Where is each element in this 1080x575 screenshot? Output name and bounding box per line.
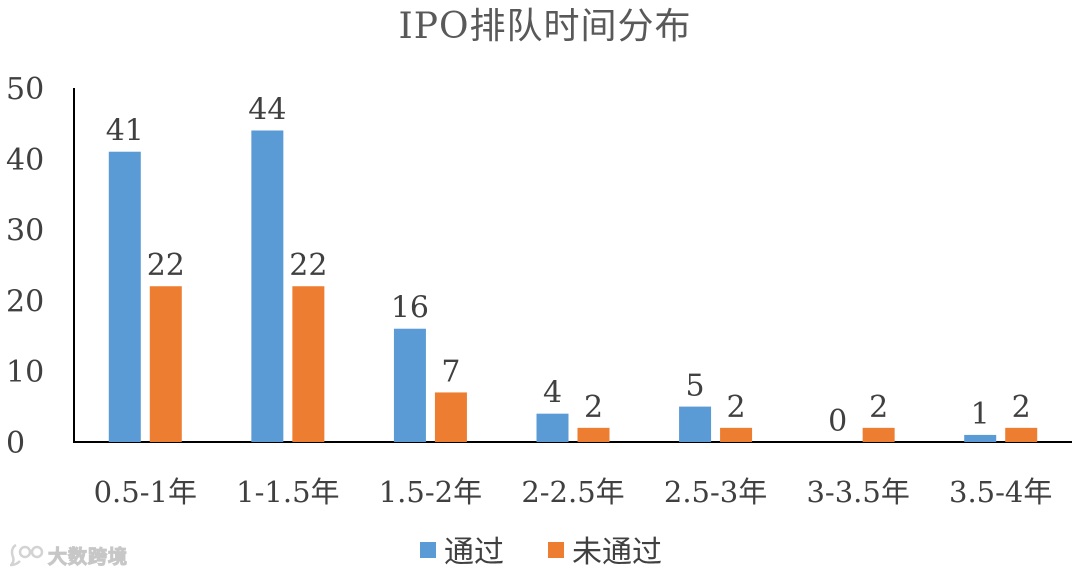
legend-label: 通过 <box>444 535 504 570</box>
bar <box>108 151 141 442</box>
data-label: 16 <box>391 291 429 326</box>
watermark: 大数跨境 <box>10 540 150 570</box>
x-tick-label: 1.5-2年 <box>379 475 482 509</box>
bar <box>536 413 569 442</box>
data-label: 22 <box>147 248 185 283</box>
y-tick-label: 40 <box>6 143 44 178</box>
x-tick-label: 3-3.5年 <box>806 475 909 509</box>
y-tick-label: 20 <box>6 284 44 319</box>
x-tick-label: 3.5-4年 <box>949 475 1052 509</box>
data-label: 5 <box>686 369 705 404</box>
bar <box>149 286 182 442</box>
data-label: 44 <box>248 92 286 127</box>
data-label: 2 <box>869 390 888 425</box>
data-label: 41 <box>106 114 144 149</box>
data-label: 1 <box>971 397 990 432</box>
x-tick-label: 1-1.5年 <box>236 475 339 509</box>
y-tick-label: 50 <box>6 72 44 107</box>
data-label: 7 <box>441 354 460 389</box>
data-label: 4 <box>543 376 562 411</box>
data-label: 22 <box>289 248 327 283</box>
bar <box>1005 427 1038 442</box>
bar <box>251 130 284 443</box>
x-tick-label: 0.5-1年 <box>94 475 197 509</box>
x-axis: 0.5-1年 1-1.5年 1.5-2年 2-2.5年 2.5-3年 3-3.5年 3.5-… <box>74 441 1072 509</box>
watermark-text: 大数跨境 <box>47 545 129 568</box>
data-label: 0 <box>828 404 847 439</box>
bar <box>964 434 997 442</box>
bar <box>679 406 712 442</box>
y-axis: 0 10 20 30 40 50 <box>6 72 75 461</box>
x-tick-label: 2-2.5年 <box>521 475 624 509</box>
x-tick-label: 2.5-3年 <box>664 475 767 509</box>
bar <box>393 328 426 442</box>
bars <box>108 130 1038 443</box>
legend-swatch <box>420 542 436 558</box>
bar <box>292 286 325 442</box>
data-label: 2 <box>1012 390 1031 425</box>
bar <box>720 427 753 442</box>
legend: 通过 未通过 <box>420 535 662 570</box>
legend-swatch <box>548 542 564 558</box>
legend-label: 未通过 <box>572 535 662 570</box>
data-label: 2 <box>584 390 603 425</box>
data-label: 2 <box>727 390 746 425</box>
bar <box>577 427 610 442</box>
y-tick-label: 30 <box>6 214 44 249</box>
chat-bubble-logo-icon <box>10 543 44 567</box>
bar <box>862 427 895 442</box>
chart-title: IPO排队时间分布 <box>399 6 692 47</box>
y-tick-label: 10 <box>6 355 44 390</box>
y-tick-label: 0 <box>6 426 25 461</box>
bar <box>434 392 467 442</box>
